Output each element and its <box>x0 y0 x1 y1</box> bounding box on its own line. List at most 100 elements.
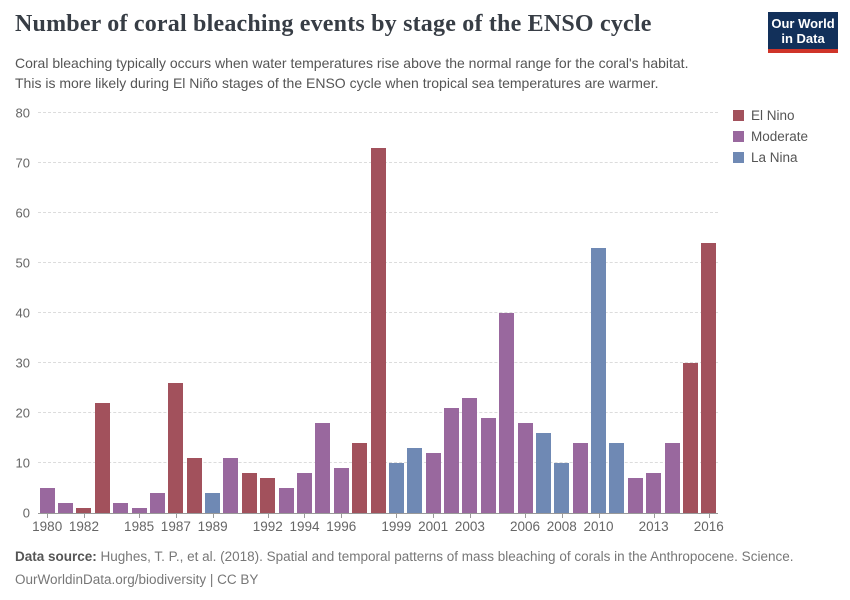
bar-2002[interactable] <box>444 408 459 513</box>
bar-1993[interactable] <box>278 488 294 513</box>
x-axis-label-1999: 1999 <box>381 519 412 534</box>
bar-2003[interactable] <box>462 398 478 513</box>
bar-1996[interactable] <box>333 468 349 513</box>
y-axis-label-0: 0 <box>22 505 30 521</box>
y-axis-label-30: 30 <box>15 355 30 371</box>
legend-label-moderate: Moderate <box>751 129 809 144</box>
bar-2009[interactable] <box>572 443 588 513</box>
bar-2000[interactable] <box>407 448 423 513</box>
x-axis-label-1980: 1980 <box>32 519 63 534</box>
bar-1983[interactable] <box>94 403 110 513</box>
legend-item-la-nina[interactable]: La Nina <box>733 150 808 165</box>
x-tick-2001 <box>433 514 435 518</box>
data-source-label: Data source: <box>15 549 97 564</box>
bar-2016[interactable] <box>701 243 717 513</box>
x-axis-label-2010: 2010 <box>583 519 614 534</box>
y-axis-label-60: 60 <box>15 205 30 221</box>
el-nino-swatch-icon <box>733 110 744 121</box>
legend-label-el-nino: El Nino <box>751 108 795 123</box>
bar-1992[interactable] <box>260 478 276 513</box>
bar-2012[interactable] <box>627 478 643 513</box>
logo-line1: Our World <box>771 16 835 31</box>
bar-1980[interactable] <box>39 488 55 513</box>
x-tick-1989 <box>212 514 214 518</box>
legend-item-el-nino[interactable]: El Nino <box>733 108 808 123</box>
x-axis-label-2016: 2016 <box>693 519 724 534</box>
x-tick-2006 <box>525 514 527 518</box>
x-tick-1980 <box>47 514 49 518</box>
x-axis-label-1985: 1985 <box>124 519 155 534</box>
bar-2005[interactable] <box>499 313 515 513</box>
moderate-swatch-icon <box>733 131 744 142</box>
data-source-text: Hughes, T. P., et al. (2018). Spatial an… <box>100 549 794 564</box>
license-link[interactable]: CC BY <box>217 572 259 587</box>
chart-subtitle: Coral bleaching typically occurs when wa… <box>15 53 745 93</box>
bar-1982[interactable] <box>76 508 92 513</box>
bar-2014[interactable] <box>664 443 680 513</box>
x-tick-1999 <box>396 514 398 518</box>
y-axis-label-20: 20 <box>15 405 30 421</box>
x-axis: 1980 1982 1985 1987 1989 1992 1994 1996 1999 2001… <box>32 514 724 540</box>
bar-1990[interactable] <box>223 458 239 513</box>
bar-2006[interactable] <box>517 423 533 513</box>
bar-1985[interactable] <box>131 508 147 513</box>
x-axis-label-2013: 2013 <box>638 519 669 534</box>
y-axis-label-40: 40 <box>15 305 30 321</box>
legend-item-moderate[interactable]: Moderate <box>733 129 808 144</box>
footer-links-line: OurWorldinData.org/biodiversity | CC BY <box>15 568 835 591</box>
footer-separator: | <box>209 572 214 587</box>
gridline-80 <box>38 112 718 113</box>
x-tick-2008 <box>561 514 563 518</box>
bar-1995[interactable] <box>315 423 331 513</box>
bar-1989[interactable] <box>205 493 221 513</box>
x-axis-label-1994: 1994 <box>289 519 320 534</box>
x-axis-label-2003: 2003 <box>454 519 485 534</box>
bar-1988[interactable] <box>186 458 202 513</box>
page-title: Number of coral bleaching events by stag… <box>15 11 652 37</box>
logo-line2: in Data <box>781 31 825 46</box>
legend-label-la-nina: La Nina <box>751 150 798 165</box>
bar-1987[interactable] <box>168 383 184 513</box>
y-axis: 0 10 20 30 40 50 60 70 80 <box>0 106 30 521</box>
x-axis-label-1987: 1987 <box>160 519 191 534</box>
x-tick-2010 <box>598 514 600 518</box>
bar-1984[interactable] <box>113 503 129 513</box>
x-tick-2013 <box>653 514 655 518</box>
x-tick-1992 <box>267 514 269 518</box>
x-tick-1996 <box>341 514 343 518</box>
x-tick-1994 <box>304 514 306 518</box>
x-axis-label-1996: 1996 <box>326 519 357 534</box>
bar-1999[interactable] <box>388 463 404 513</box>
x-axis-label-2006: 2006 <box>509 519 541 534</box>
bar-1981[interactable] <box>58 503 74 513</box>
y-axis-label-80: 80 <box>15 105 30 121</box>
y-axis-label-50: 50 <box>15 255 30 271</box>
bar-2008[interactable] <box>554 463 570 513</box>
bar-1998[interactable] <box>370 148 386 513</box>
x-tick-1982 <box>83 514 85 518</box>
x-axis-label-2001: 2001 <box>418 519 449 534</box>
bar-2013[interactable] <box>646 473 662 513</box>
bar-2015[interactable] <box>682 363 698 513</box>
x-tick-1985 <box>139 514 141 518</box>
bar-2010[interactable] <box>591 248 607 513</box>
bar-2004[interactable] <box>480 418 496 513</box>
bar-2011[interactable] <box>609 443 625 513</box>
bar-2007[interactable] <box>535 433 551 513</box>
bar-1994[interactable] <box>296 473 312 513</box>
bar-1986[interactable] <box>149 493 165 513</box>
subtitle-line-1: Coral bleaching typically occurs when wa… <box>15 55 689 71</box>
bar-1991[interactable] <box>241 473 257 513</box>
y-axis-label-70: 70 <box>15 155 30 171</box>
plot-area <box>38 112 718 514</box>
bar-2001[interactable] <box>425 453 441 513</box>
x-tick-2016 <box>708 514 710 518</box>
x-axis-label-1982: 1982 <box>68 519 99 534</box>
x-axis-label-2008: 2008 <box>546 519 577 534</box>
owid-biodiversity-link[interactable]: OurWorldinData.org/biodiversity <box>15 572 207 587</box>
bar-1997[interactable] <box>352 443 368 513</box>
x-tick-2003 <box>469 514 471 518</box>
owid-logo[interactable]: Our World in Data <box>768 12 838 53</box>
y-axis-label-10: 10 <box>15 455 30 471</box>
